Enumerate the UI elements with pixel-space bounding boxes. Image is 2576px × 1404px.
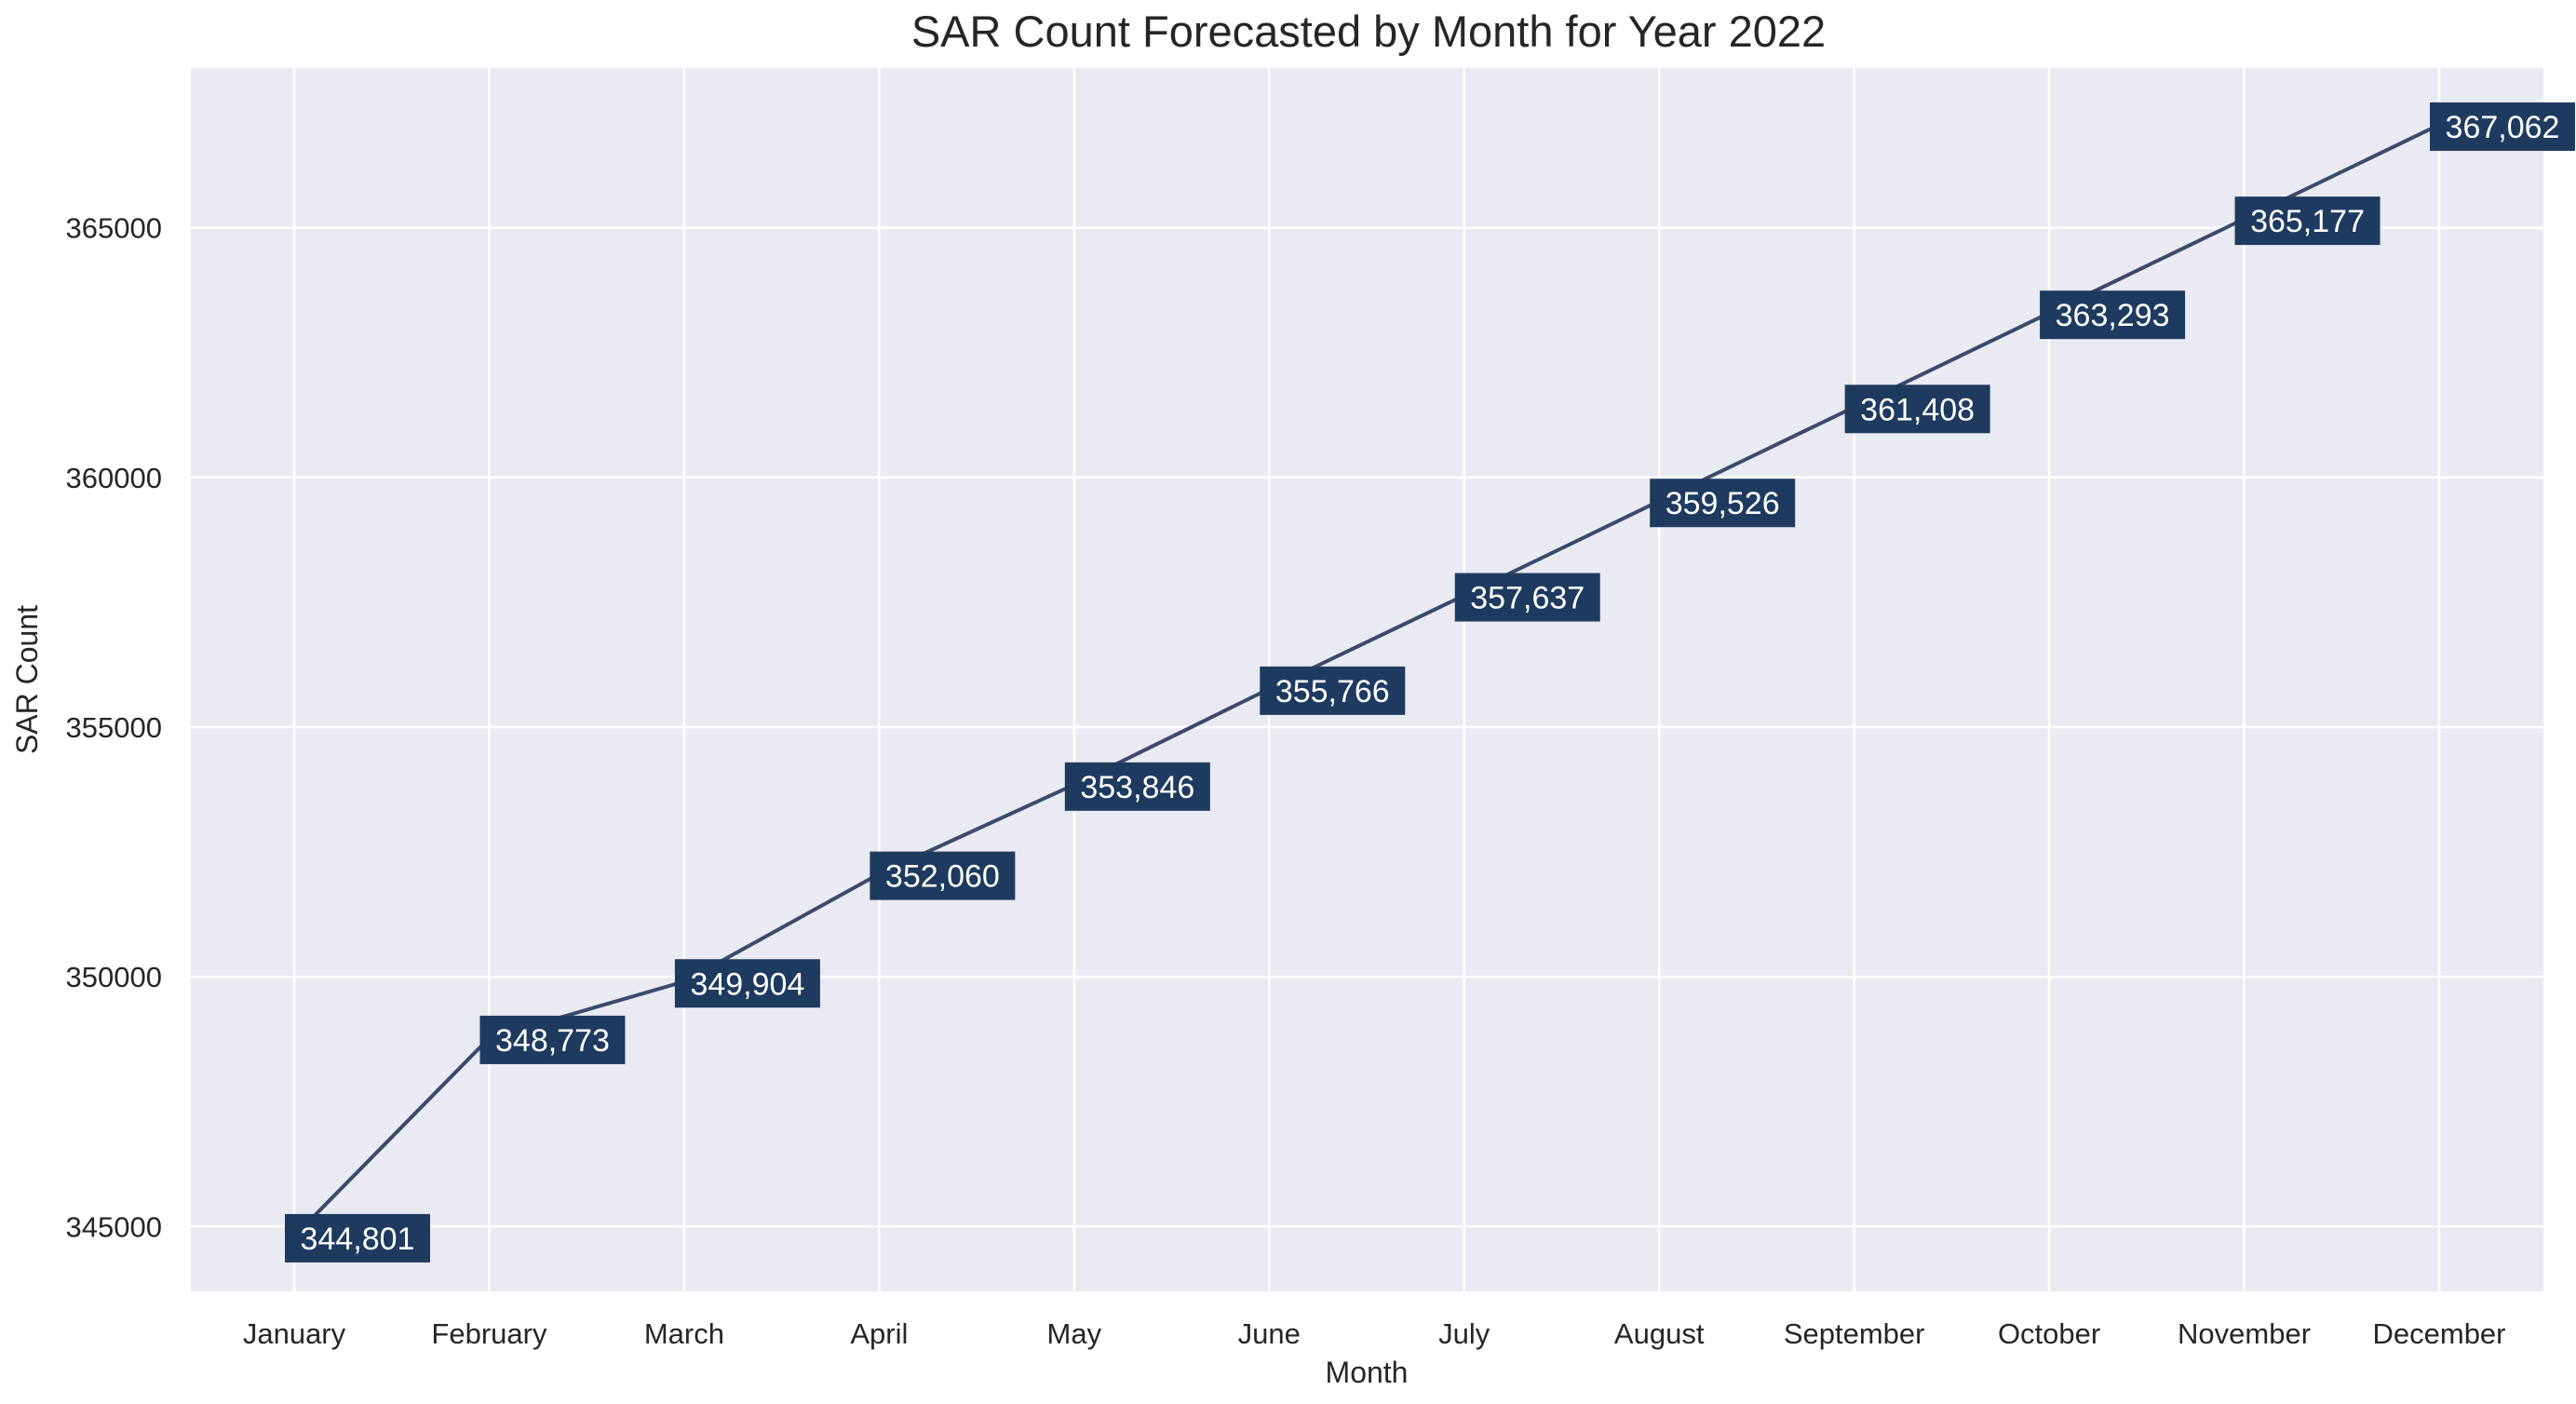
data-label-box xyxy=(285,1213,430,1262)
data-label-text: 352,060 xyxy=(885,859,1000,895)
data-label: 363,293 xyxy=(2040,290,2186,340)
x-tick-label: August xyxy=(1614,1317,1705,1350)
data-label-box xyxy=(2234,196,2380,246)
data-label-text: 361,408 xyxy=(1860,392,1975,427)
data-label: 357,637 xyxy=(1454,573,1600,622)
y-tick-labels: 345000 350000 355000 360000 365000 xyxy=(66,212,162,1244)
x-axis-label: Month xyxy=(1326,1356,1409,1389)
data-label: 344,801 xyxy=(285,1213,430,1262)
data-label-text: 357,637 xyxy=(1470,581,1585,616)
data-label-text: 355,766 xyxy=(1275,674,1390,709)
chart-title: SAR Count Forecasted by Month for Year 2… xyxy=(911,7,1826,56)
data-labels: 344,801 348,773 349,904 352,060 353,846 355,7… xyxy=(285,102,2575,1262)
data-label: 361,408 xyxy=(1844,385,1990,434)
data-label: 355,766 xyxy=(1260,666,1406,715)
y-tick-label: 360000 xyxy=(66,462,162,494)
y-tick-label: 365000 xyxy=(66,212,162,245)
data-label-text: 365,177 xyxy=(2250,204,2365,239)
x-tick-label: March xyxy=(644,1317,724,1350)
data-label-box xyxy=(1650,479,1796,528)
data-label-box xyxy=(1260,666,1406,715)
x-tick-label: September xyxy=(1784,1317,1925,1350)
data-label-box xyxy=(1064,762,1210,811)
y-tick-label: 350000 xyxy=(66,961,162,993)
data-label-text: 367,062 xyxy=(2446,110,2560,145)
x-tick-label: December xyxy=(2373,1317,2506,1350)
y-tick-label: 355000 xyxy=(66,711,162,744)
data-label: 353,846 xyxy=(1064,762,1210,811)
data-label: 348,773 xyxy=(479,1015,626,1064)
data-label-text: 359,526 xyxy=(1666,486,1780,521)
data-label: 365,177 xyxy=(2234,196,2380,246)
x-tick-labels: January February March April May June July Augu… xyxy=(243,1317,2506,1350)
data-label-box xyxy=(2430,102,2575,152)
data-label-text: 353,846 xyxy=(1080,770,1194,805)
data-label-text: 344,801 xyxy=(301,1222,415,1257)
data-label: 352,060 xyxy=(870,851,1016,900)
x-tick-label: July xyxy=(1438,1317,1490,1350)
x-tick-label: May xyxy=(1047,1317,1102,1350)
data-label-box xyxy=(479,1015,626,1064)
data-label: 359,526 xyxy=(1650,479,1796,528)
x-tick-label: April xyxy=(850,1317,908,1350)
data-label-text: 349,904 xyxy=(690,966,804,1002)
y-tick-label: 345000 xyxy=(66,1210,162,1243)
data-label-box xyxy=(674,959,820,1008)
grid xyxy=(191,68,2543,1291)
data-label: 349,904 xyxy=(674,959,820,1008)
data-label-text: 348,773 xyxy=(495,1023,610,1059)
data-label-text: 363,293 xyxy=(2056,298,2170,333)
x-tick-label: November xyxy=(2178,1317,2311,1350)
data-label: 367,062 xyxy=(2430,102,2575,152)
data-label-box xyxy=(1844,385,1990,434)
data-label-box xyxy=(1454,573,1600,622)
y-axis-label: SAR Count xyxy=(10,605,44,754)
x-tick-label: February xyxy=(431,1317,547,1350)
x-tick-label: October xyxy=(1998,1317,2100,1350)
data-label-box xyxy=(870,851,1016,900)
data-label-box xyxy=(2040,290,2186,340)
x-tick-label: June xyxy=(1238,1317,1301,1350)
x-tick-label: January xyxy=(243,1317,346,1350)
